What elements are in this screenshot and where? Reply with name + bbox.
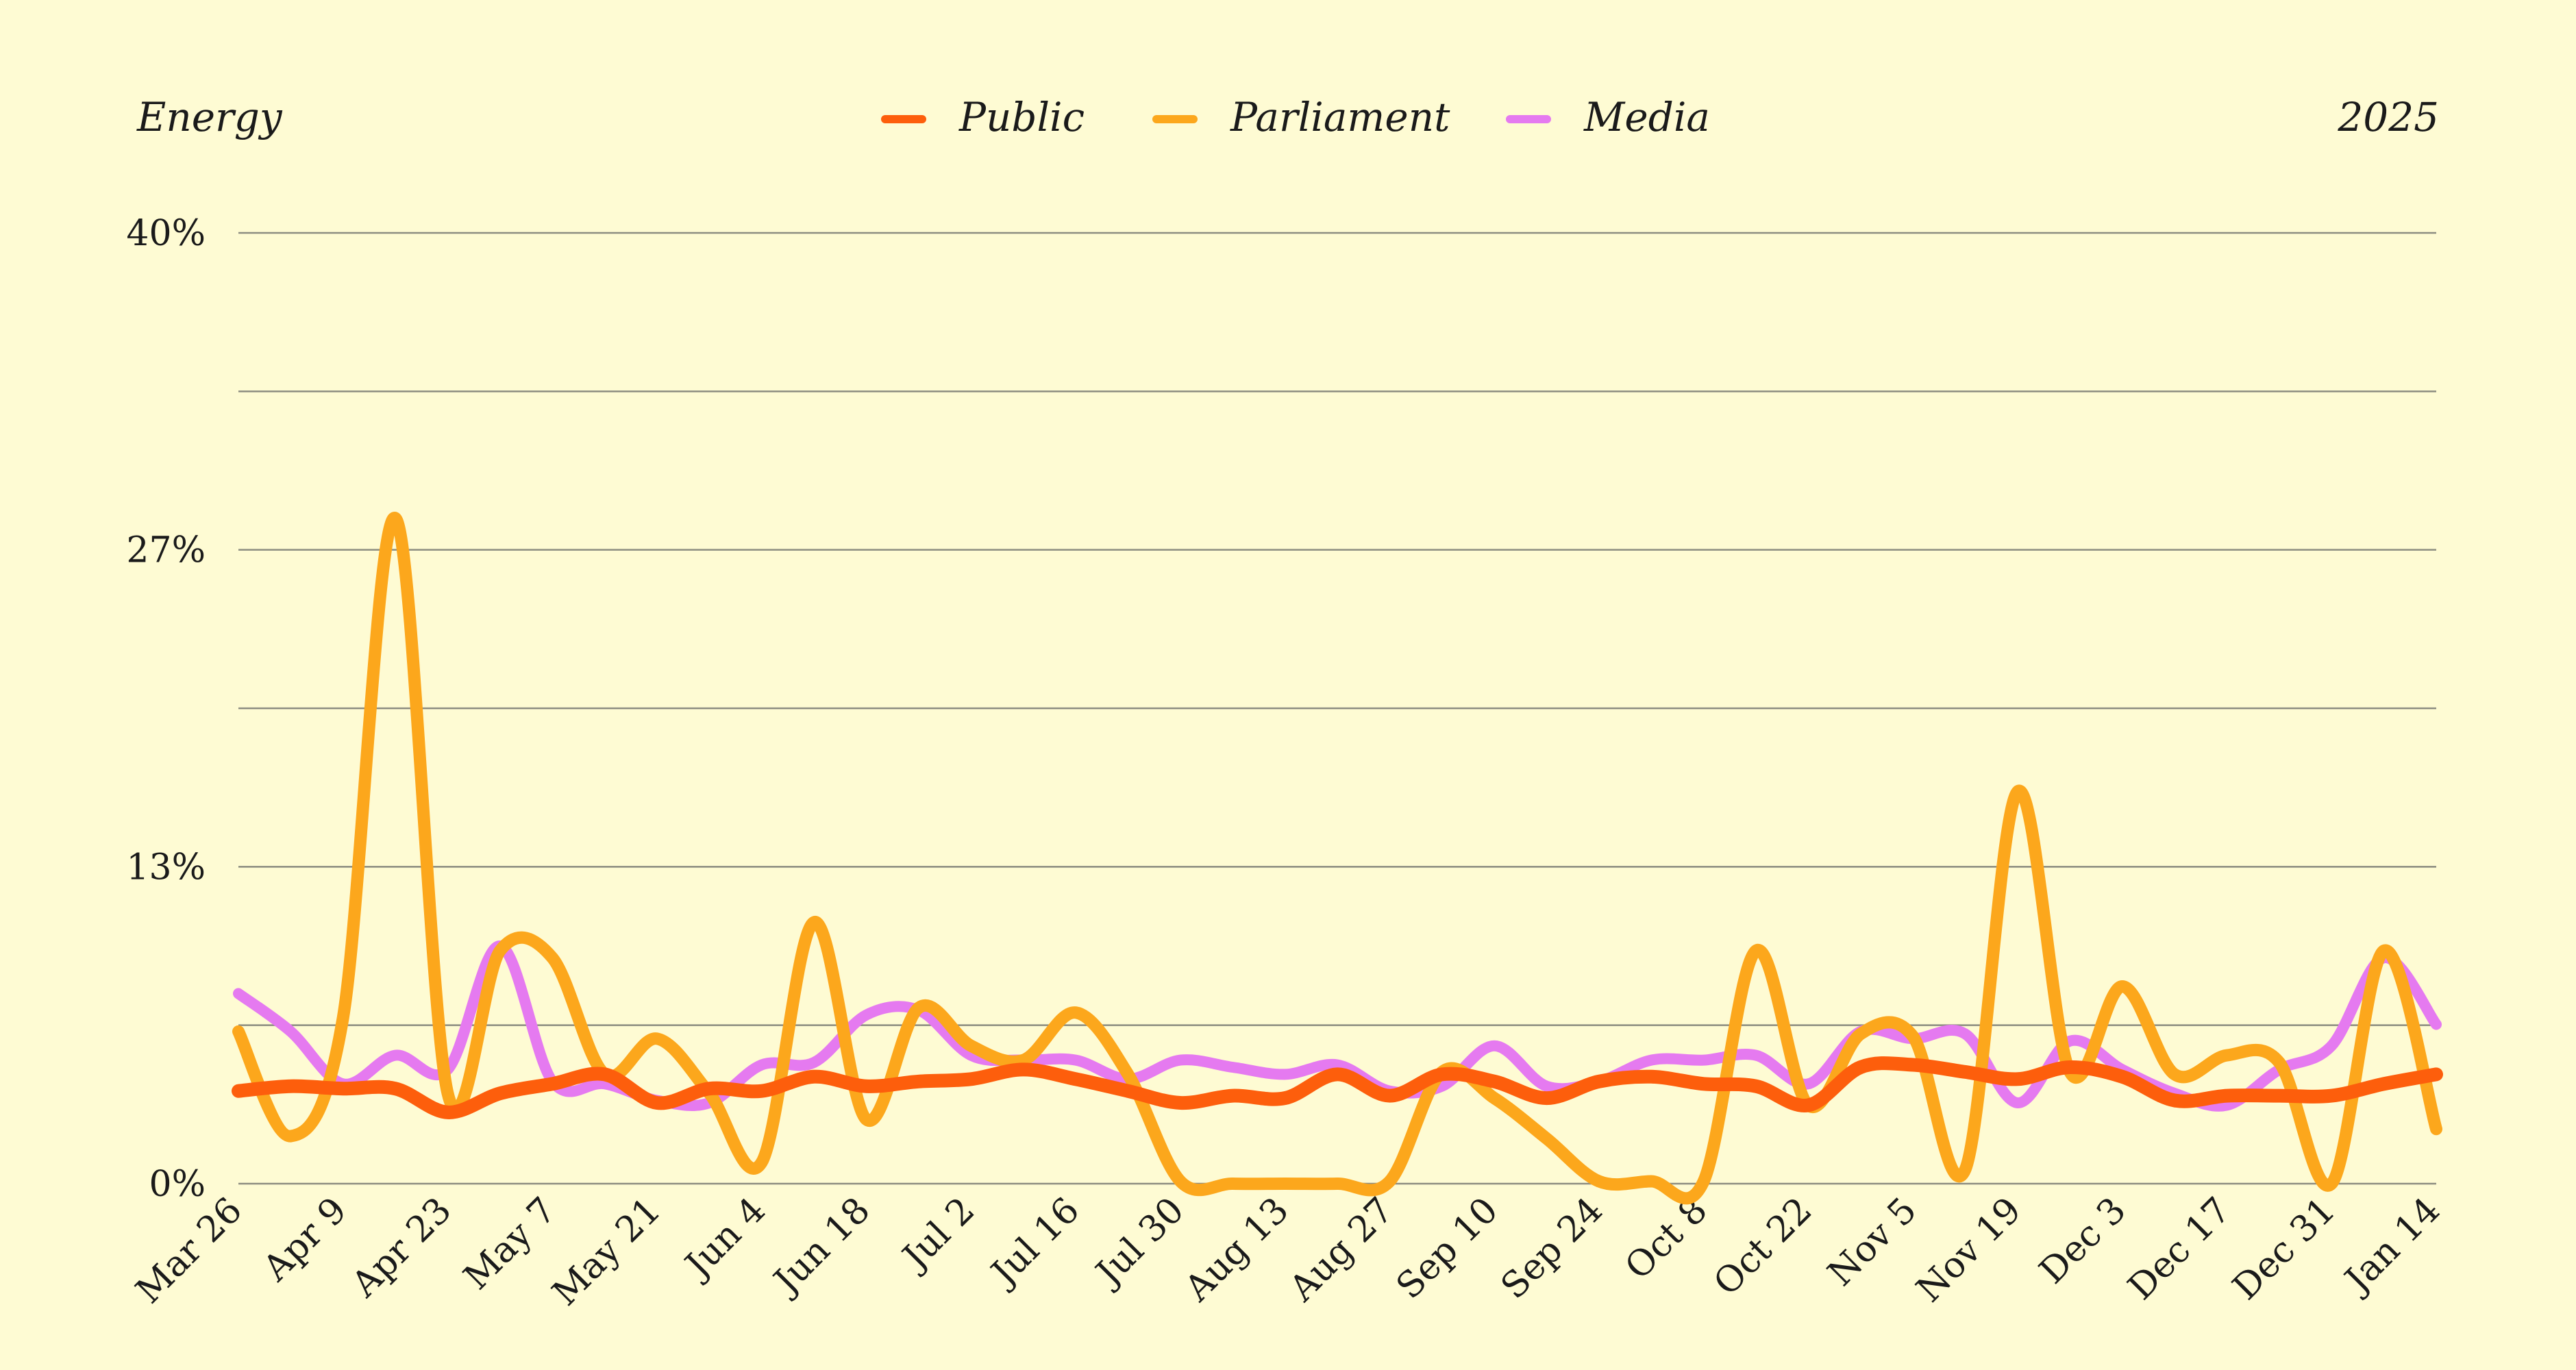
legend-item-parliament[interactable]: Parliament bbox=[1152, 94, 1450, 140]
x-tick-label: Sep 24 bbox=[1494, 1190, 1611, 1307]
legend-label-media: Media bbox=[1583, 94, 1710, 140]
x-tick-label: Apr 23 bbox=[343, 1190, 459, 1306]
legend-item-media[interactable]: Media bbox=[1506, 94, 1710, 140]
legend: Public Parliament Media bbox=[881, 94, 1710, 140]
y-tick-label: 27% bbox=[126, 530, 206, 571]
x-tick-label: Dec 31 bbox=[2225, 1190, 2344, 1308]
x-tick-label: Jan 14 bbox=[2335, 1190, 2448, 1303]
x-tick-label: Oct 22 bbox=[1706, 1190, 1820, 1304]
x-tick-label: Oct 8 bbox=[1618, 1190, 1716, 1288]
x-tick-label: Aug 13 bbox=[1176, 1190, 1296, 1310]
x-tick-label: Jul 16 bbox=[982, 1190, 1088, 1296]
x-tick-label: Jul 30 bbox=[1086, 1190, 1192, 1296]
x-tick-label: Nov 5 bbox=[1820, 1190, 1925, 1295]
y-tick-label: 40% bbox=[126, 213, 206, 254]
legend-item-public[interactable]: Public bbox=[881, 94, 1085, 140]
x-tick-label: Jun 4 bbox=[676, 1190, 773, 1288]
chart-title: Energy bbox=[136, 94, 283, 140]
y-tick-label: 0% bbox=[149, 1164, 206, 1205]
y-axis: 0% 13% 27% 40% bbox=[126, 213, 206, 1205]
x-tick-label: Dec 17 bbox=[2120, 1190, 2239, 1308]
x-tick-label: Jun 18 bbox=[764, 1190, 878, 1304]
x-tick-label: Aug 27 bbox=[1281, 1190, 1401, 1310]
x-tick-label: Sep 10 bbox=[1389, 1190, 1506, 1307]
x-tick-label: Mar 26 bbox=[128, 1190, 250, 1312]
series-line-public bbox=[232, 1056, 2443, 1119]
legend-label-public: Public bbox=[958, 94, 1085, 140]
y-tick-label: 13% bbox=[126, 847, 206, 888]
legend-label-parliament: Parliament bbox=[1230, 94, 1450, 140]
x-tick-label: Dec 3 bbox=[2032, 1190, 2134, 1292]
x-tick-label: Jul 2 bbox=[893, 1190, 982, 1280]
x-tick-label: Nov 19 bbox=[1909, 1190, 2029, 1310]
x-tick-label: May 21 bbox=[545, 1190, 669, 1314]
gridlines bbox=[238, 232, 2436, 1185]
series-lines bbox=[232, 512, 2443, 1205]
x-tick-label: Apr 9 bbox=[255, 1190, 355, 1290]
period-label: 2025 bbox=[2337, 94, 2439, 140]
